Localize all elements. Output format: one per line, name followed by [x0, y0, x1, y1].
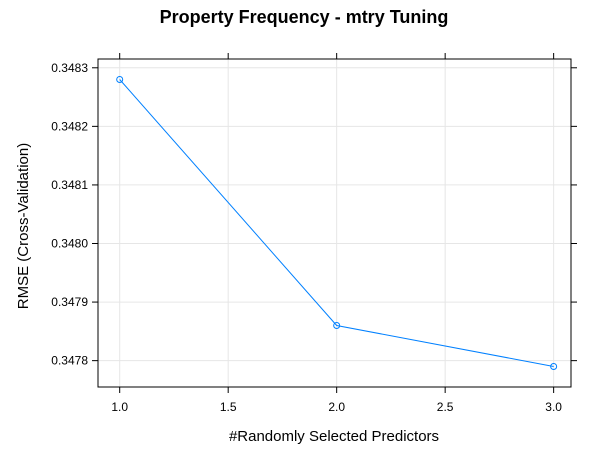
x-tick-label: 3.0 [545, 400, 562, 414]
x-tick-label: 2.5 [437, 400, 454, 414]
data-point [550, 363, 558, 370]
series [116, 76, 558, 370]
x-tick-label: 1.0 [111, 400, 128, 414]
chart-title: Property Frequency - mtry Tuning [160, 7, 449, 27]
grid [98, 59, 571, 387]
data-point [333, 322, 341, 329]
y-tick-label: 0.3480 [51, 237, 88, 251]
plot-frame [97, 58, 572, 388]
y-tick-label: 0.3483 [51, 61, 88, 75]
y-axis-label: RMSE (Cross-Validation) [15, 143, 32, 309]
y-tick-label: 0.3482 [51, 119, 88, 133]
y-tick-label: 0.3481 [51, 178, 88, 192]
x-tick-label: 2.0 [328, 400, 345, 414]
x-tick-label: 1.5 [220, 400, 237, 414]
data-point [116, 76, 124, 83]
axis-ticks: 1.0 1.5 2.0 2.5 3.0 0.3478 0.3479 0.3480 0.3481 0… [51, 53, 577, 414]
y-tick-label: 0.3479 [51, 295, 88, 309]
series-line [119, 79, 554, 367]
x-axis-label: #Randomly Selected Predictors [229, 428, 439, 445]
y-tick-label: 0.3478 [51, 354, 88, 368]
